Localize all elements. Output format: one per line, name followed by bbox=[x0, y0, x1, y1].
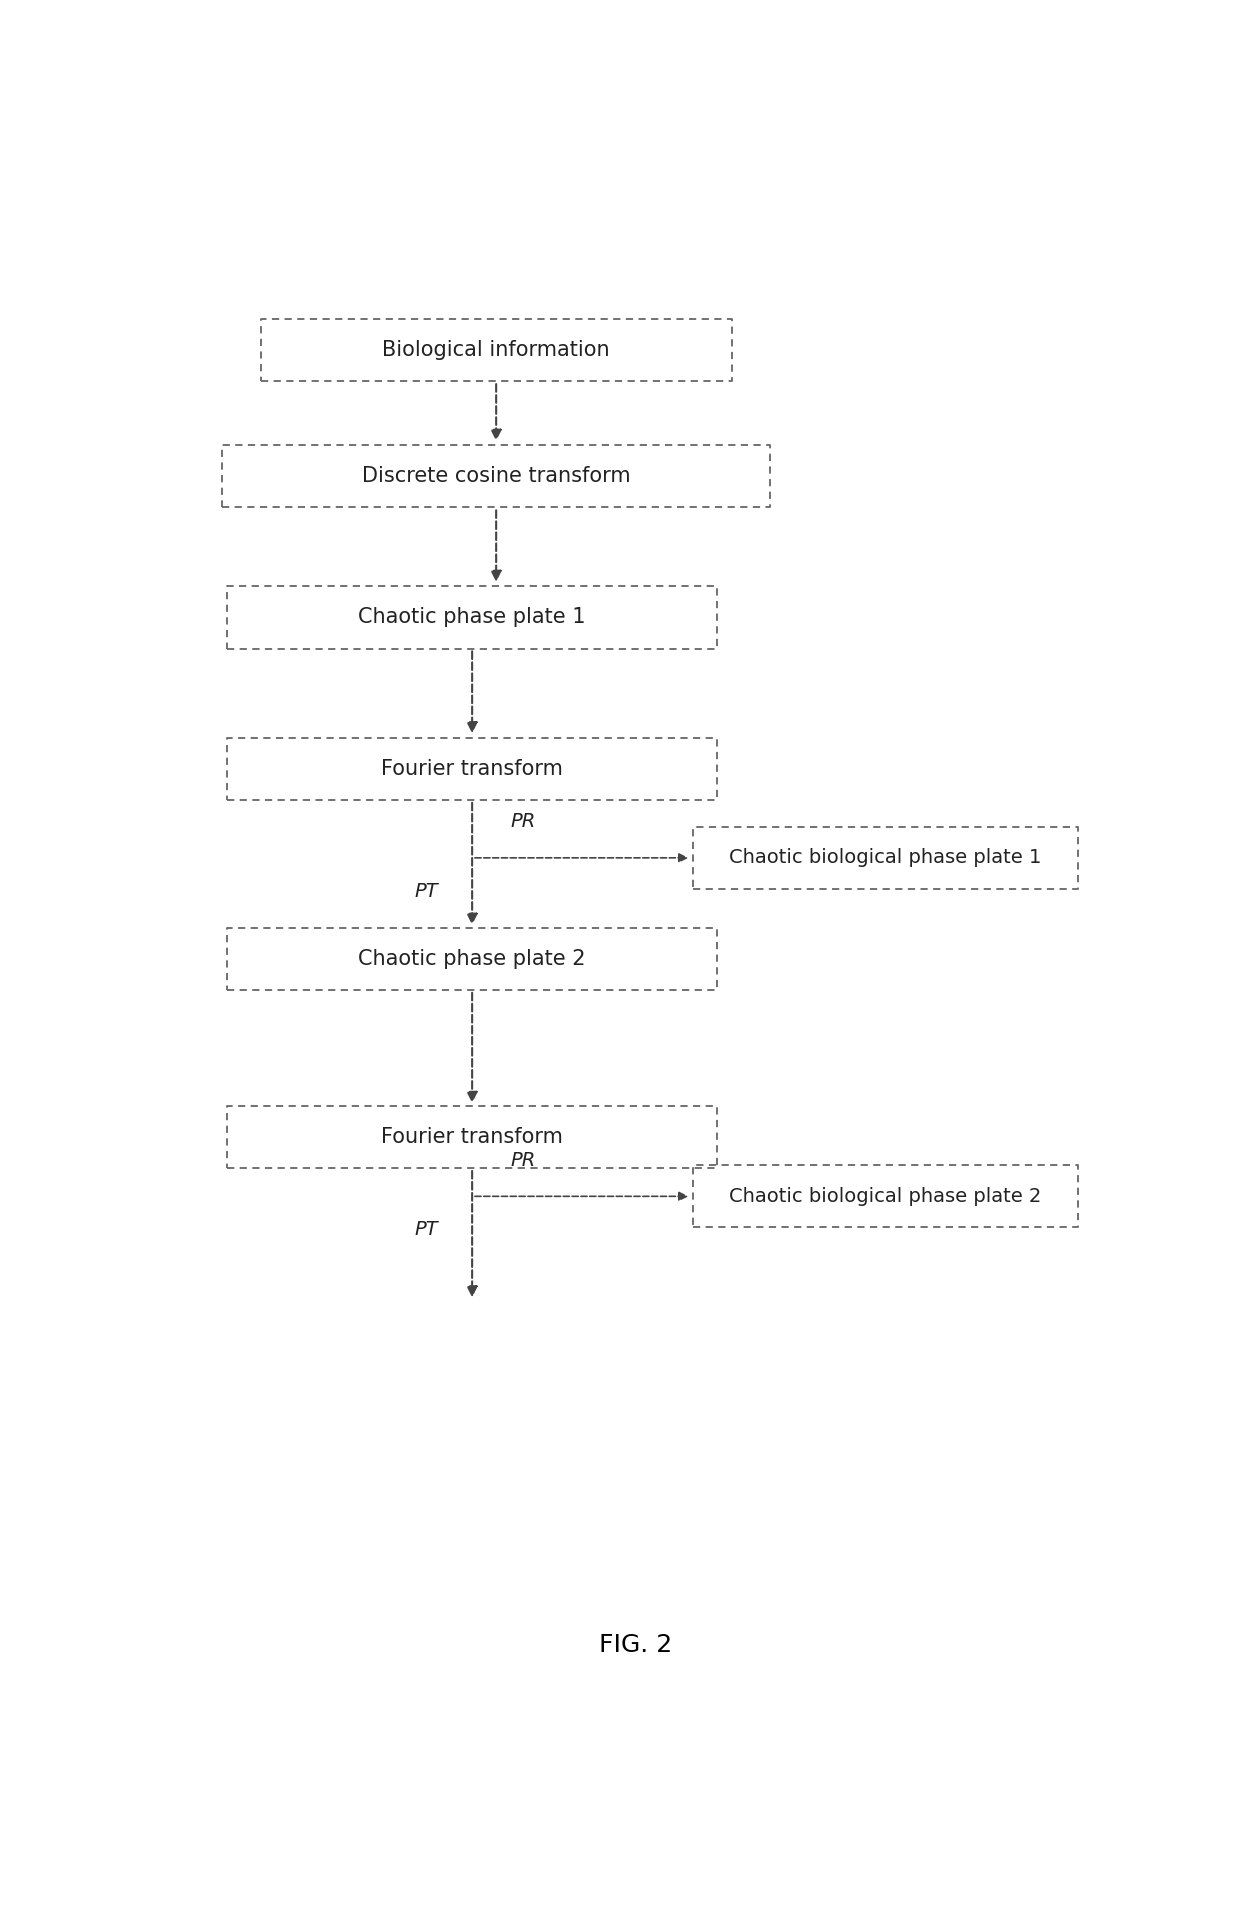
Text: Chaotic biological phase plate 1: Chaotic biological phase plate 1 bbox=[729, 848, 1042, 868]
Text: Fourier transform: Fourier transform bbox=[381, 1128, 563, 1147]
Polygon shape bbox=[227, 927, 717, 989]
Text: Chaotic biological phase plate 2: Chaotic biological phase plate 2 bbox=[729, 1188, 1042, 1205]
Polygon shape bbox=[227, 1107, 717, 1168]
Polygon shape bbox=[222, 445, 770, 507]
Text: Fourier transform: Fourier transform bbox=[381, 760, 563, 779]
Polygon shape bbox=[260, 318, 732, 382]
Text: PT: PT bbox=[414, 1220, 438, 1240]
Text: PR: PR bbox=[511, 812, 536, 831]
Text: Biological information: Biological information bbox=[382, 339, 610, 361]
Text: Discrete cosine transform: Discrete cosine transform bbox=[362, 467, 630, 486]
Text: Chaotic phase plate 2: Chaotic phase plate 2 bbox=[358, 949, 585, 968]
Polygon shape bbox=[693, 827, 1078, 889]
Text: FIG. 2: FIG. 2 bbox=[599, 1633, 672, 1656]
Text: PR: PR bbox=[511, 1151, 536, 1170]
Text: Chaotic phase plate 1: Chaotic phase plate 1 bbox=[358, 607, 585, 627]
Polygon shape bbox=[227, 738, 717, 800]
Polygon shape bbox=[227, 586, 717, 648]
Text: PT: PT bbox=[414, 881, 438, 900]
Polygon shape bbox=[693, 1165, 1078, 1228]
